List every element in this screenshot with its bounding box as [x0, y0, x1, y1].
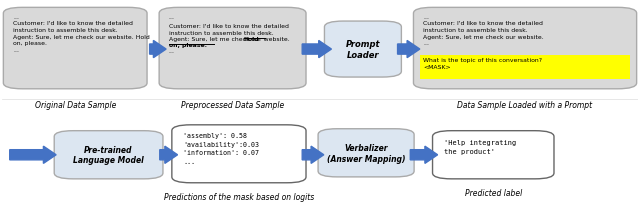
- Text: Verbalizer
(Answer Mapping): Verbalizer (Answer Mapping): [327, 143, 405, 163]
- Text: Original Data Sample: Original Data Sample: [35, 100, 116, 109]
- FancyArrow shape: [160, 146, 177, 164]
- Text: Customer: I'd like to know the detailed
instruction to assemble this desk.: Customer: I'd like to know the detailed …: [169, 24, 289, 36]
- FancyBboxPatch shape: [413, 8, 637, 89]
- Text: Hold: Hold: [244, 37, 259, 42]
- Text: ...
Customer: I'd like to know the detailed
instruction to assemble this desk.
A: ... Customer: I'd like to know the detai…: [13, 15, 150, 53]
- FancyBboxPatch shape: [433, 131, 554, 179]
- Text: ...: ...: [169, 15, 175, 20]
- FancyBboxPatch shape: [318, 129, 414, 177]
- Text: Predictions of the mask based on logits: Predictions of the mask based on logits: [164, 192, 314, 201]
- Text: What is the topic of this conversation?
<MASK>: What is the topic of this conversation? …: [423, 58, 542, 70]
- FancyArrow shape: [10, 146, 56, 164]
- Text: 'Help integrating
the product': 'Help integrating the product': [444, 139, 516, 154]
- FancyBboxPatch shape: [54, 131, 163, 179]
- FancyBboxPatch shape: [172, 125, 306, 183]
- Text: Preprocessed Data Sample: Preprocessed Data Sample: [181, 100, 284, 109]
- FancyArrow shape: [302, 41, 332, 58]
- FancyBboxPatch shape: [159, 8, 306, 89]
- Text: ...
Customer: I'd like to know the detailed
instruction to assemble this desk.
A: ... Customer: I'd like to know the detai…: [423, 15, 544, 46]
- Text: 'assembly': 0.58
'availability':0.03
'information': 0.07
...: 'assembly': 0.58 'availability':0.03 'in…: [183, 133, 259, 164]
- Text: on, please.: on, please.: [169, 43, 207, 48]
- Text: ...: ...: [169, 49, 175, 54]
- FancyArrow shape: [150, 41, 166, 58]
- Text: Prompt
Loader: Prompt Loader: [346, 40, 380, 59]
- FancyBboxPatch shape: [324, 22, 401, 78]
- Text: Predicted label: Predicted label: [465, 188, 522, 197]
- FancyArrow shape: [302, 146, 324, 164]
- Text: Data Sample Loaded with a Prompt: Data Sample Loaded with a Prompt: [458, 100, 593, 109]
- Text: Pre-trained
Language Model: Pre-trained Language Model: [73, 145, 144, 165]
- FancyArrow shape: [397, 41, 420, 58]
- FancyBboxPatch shape: [420, 56, 630, 80]
- Text: Agent: Sure, let me check our website.: Agent: Sure, let me check our website.: [169, 37, 291, 42]
- FancyBboxPatch shape: [3, 8, 147, 89]
- FancyArrow shape: [410, 146, 438, 164]
